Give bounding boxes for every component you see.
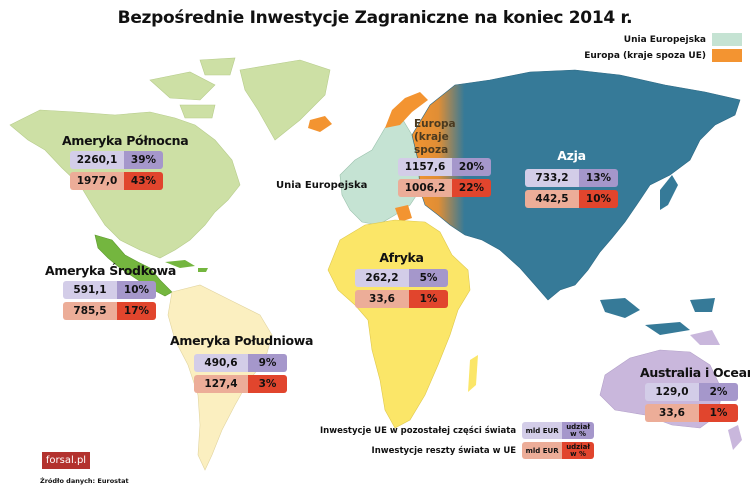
share: 17% bbox=[117, 302, 156, 320]
share: 10% bbox=[117, 281, 156, 299]
eu-investment-stat: 591,1 10% bbox=[63, 281, 156, 299]
iceland-shape bbox=[308, 116, 332, 132]
inward-investment-stat: 127,4 3% bbox=[194, 375, 287, 393]
data-source: Źródło danych: Eurostat bbox=[40, 477, 129, 485]
value: 1006,2 bbox=[398, 179, 452, 197]
inward-investment-stat: 1977,0 43% bbox=[70, 172, 163, 190]
value: 129,0 bbox=[645, 383, 699, 401]
legend: Unia Europejska Europa (kraje spoza UE) bbox=[584, 33, 742, 65]
value: 1157,6 bbox=[398, 158, 452, 176]
share: 22% bbox=[452, 179, 491, 197]
key-row-eu-out: Inwestycje UE w pozostałej części świata… bbox=[320, 422, 595, 439]
inward-investment-stat: 785,5 17% bbox=[63, 302, 156, 320]
eu-investment-stat: 262,2 5% bbox=[355, 269, 448, 287]
region-oceania: Australia i Oceania 129,0 2% 33,6 1% bbox=[640, 365, 750, 422]
region-name: Ameryka Środkowa bbox=[45, 263, 177, 278]
unit-label: mld EUR bbox=[522, 422, 563, 439]
legend-swatch-europe-non-eu bbox=[712, 49, 742, 62]
legend-label: Unia Europejska bbox=[623, 34, 706, 45]
eu-label: Unia Europejska bbox=[276, 180, 368, 191]
share: 1% bbox=[699, 404, 738, 422]
eu-investment-stat: 2260,1 39% bbox=[70, 151, 163, 169]
share-line: w % bbox=[570, 449, 587, 458]
region-name: Ameryka Południowa bbox=[170, 333, 314, 348]
region-africa: Afryka 262,2 5% 33,6 1% bbox=[355, 250, 448, 308]
value: 33,6 bbox=[645, 404, 699, 422]
region-name: Azja bbox=[557, 148, 586, 163]
share: 43% bbox=[124, 172, 163, 190]
key-description: Inwestycje UE w pozostałej części świata bbox=[320, 425, 517, 436]
norway-shape bbox=[385, 92, 428, 128]
legend-swatch-eu bbox=[712, 33, 742, 46]
value: 33,6 bbox=[355, 290, 409, 308]
eu-investment-stat: 490,6 9% bbox=[194, 354, 287, 372]
central-america-shape bbox=[94, 234, 173, 297]
share: 3% bbox=[248, 375, 287, 393]
eu-investment-stat: 1157,6 20% bbox=[398, 158, 491, 176]
share: 9% bbox=[248, 354, 287, 372]
region-asia: Azja 733,2 13% 442,5 10% bbox=[525, 148, 618, 208]
inward-investment-stat: 1006,2 22% bbox=[398, 179, 491, 197]
eu-investment-stat: 129,0 2% bbox=[645, 383, 738, 401]
share: 13% bbox=[579, 169, 618, 187]
value: 733,2 bbox=[525, 169, 579, 187]
label-line: (kraje bbox=[414, 131, 449, 143]
stat-key: Inwestycje UE w pozostałej części świata… bbox=[320, 422, 595, 462]
inward-investment-stat: 33,6 1% bbox=[645, 404, 738, 422]
share-label: udział w % bbox=[562, 422, 595, 439]
balkans-shape bbox=[395, 205, 412, 222]
key-description: Inwestycje reszty świata w UE bbox=[371, 445, 517, 456]
inward-investment-stat: 33,6 1% bbox=[355, 290, 448, 308]
region-name: Australia i Oceania bbox=[640, 365, 750, 380]
legend-item-europe-non-eu: Europa (kraje spoza UE) bbox=[584, 49, 742, 62]
value: 262,2 bbox=[355, 269, 409, 287]
share: 2% bbox=[699, 383, 738, 401]
inward-investment-stat: 442,5 10% bbox=[525, 190, 618, 208]
japan-shape bbox=[660, 175, 678, 210]
region-name: Ameryka Północna bbox=[62, 133, 189, 148]
key-box-in-eu: mld EUR udział w % bbox=[522, 442, 595, 459]
label-line: Europa bbox=[414, 118, 456, 130]
value: 127,4 bbox=[194, 375, 248, 393]
madagascar-shape bbox=[468, 355, 478, 392]
share-line: udział bbox=[566, 422, 590, 431]
key-box-eu-out: mld EUR udział w % bbox=[522, 422, 595, 439]
value: 591,1 bbox=[63, 281, 117, 299]
caribbean-shape bbox=[165, 260, 208, 272]
value: 1977,0 bbox=[70, 172, 124, 190]
region-north-america: Ameryka Północna 2260,1 39% 1977,0 43% bbox=[62, 133, 189, 190]
arctic-islands-shape bbox=[149, 57, 236, 119]
greenland-shape bbox=[239, 59, 331, 141]
region-name: Afryka bbox=[379, 250, 424, 265]
share: 39% bbox=[124, 151, 163, 169]
papua-shape bbox=[690, 330, 720, 345]
value: 442,5 bbox=[525, 190, 579, 208]
share-line: w % bbox=[570, 429, 587, 438]
share: 5% bbox=[409, 269, 448, 287]
share: 1% bbox=[409, 290, 448, 308]
share: 20% bbox=[452, 158, 491, 176]
share: 10% bbox=[579, 190, 618, 208]
map-title: Bezpośrednie Inwestycje Zagraniczne na k… bbox=[117, 8, 633, 28]
value: 785,5 bbox=[63, 302, 117, 320]
share-label: udział w % bbox=[562, 442, 595, 459]
unit-label: mld EUR bbox=[522, 442, 563, 459]
share-line: udział bbox=[566, 442, 590, 451]
eu-investment-stat: 733,2 13% bbox=[525, 169, 618, 187]
new-zealand-shape bbox=[728, 425, 742, 450]
key-row-in-eu: Inwestycje reszty świata w UE mld EUR ud… bbox=[320, 442, 595, 459]
value: 2260,1 bbox=[70, 151, 124, 169]
region-south-america: Ameryka Południowa 490,6 9% 127,4 3% bbox=[170, 333, 313, 393]
indonesia-shape bbox=[600, 298, 715, 335]
region-europe-non-eu: 1157,6 20% 1006,2 22% bbox=[398, 155, 491, 197]
legend-label: Europa (kraje spoza UE) bbox=[584, 50, 706, 61]
legend-item-eu: Unia Europejska bbox=[584, 33, 742, 46]
forsal-logo: forsal.pl bbox=[42, 452, 90, 469]
value: 490,6 bbox=[194, 354, 248, 372]
region-central-america: Ameryka Środkowa 591,1 10% 785,5 17% bbox=[45, 263, 176, 320]
